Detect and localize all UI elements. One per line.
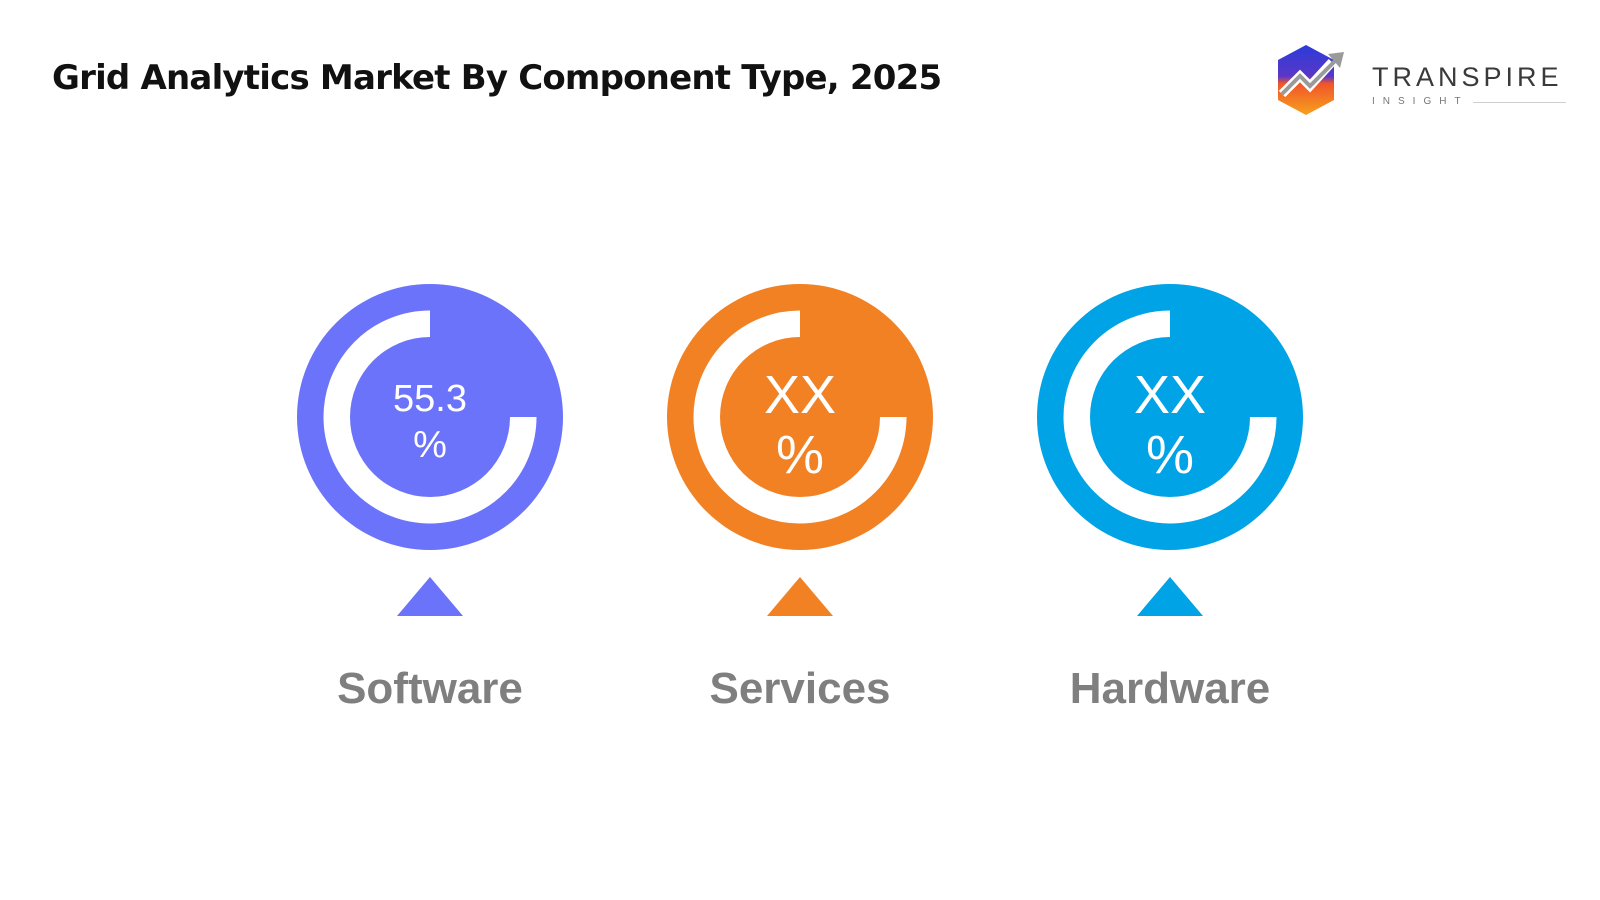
tile-unit-software: % bbox=[413, 424, 447, 466]
tile-value-services: XX bbox=[764, 365, 836, 425]
tile-marker-software bbox=[397, 577, 463, 616]
tile-ring-services bbox=[693, 310, 907, 524]
tile-value-software: 55.3 bbox=[393, 378, 467, 420]
tile-services: XX% Services bbox=[667, 284, 933, 713]
tile-hardware: XX% Hardware bbox=[1037, 284, 1303, 713]
tile-inner-hardware bbox=[1090, 337, 1250, 497]
tile-unit-hardware: % bbox=[1146, 425, 1194, 485]
tile-ring-hardware bbox=[1063, 310, 1277, 524]
tile-label-software: Software bbox=[337, 664, 523, 713]
tile-label-services: Services bbox=[709, 664, 890, 713]
tile-inner-software bbox=[350, 337, 510, 497]
tile-value-hardware: XX bbox=[1134, 365, 1206, 425]
brand-logo: TRANSPIRE INSIGHT bbox=[1276, 44, 1566, 120]
tile-marker-hardware bbox=[1137, 577, 1203, 616]
tile-ring-software bbox=[323, 310, 537, 524]
tile-software: 55.3% Software bbox=[297, 284, 563, 713]
tile-unit-services: % bbox=[776, 425, 824, 485]
transpire-logo-icon bbox=[1278, 45, 1344, 115]
tile-marker-services bbox=[767, 577, 833, 616]
brand-name: TRANSPIRE bbox=[1372, 62, 1563, 92]
page-title: Grid Analytics Market By Component Type,… bbox=[52, 58, 942, 98]
brand-tagline: INSIGHT bbox=[1372, 96, 1473, 107]
tile-inner-services bbox=[720, 337, 880, 497]
tile-label-hardware: Hardware bbox=[1070, 664, 1271, 713]
